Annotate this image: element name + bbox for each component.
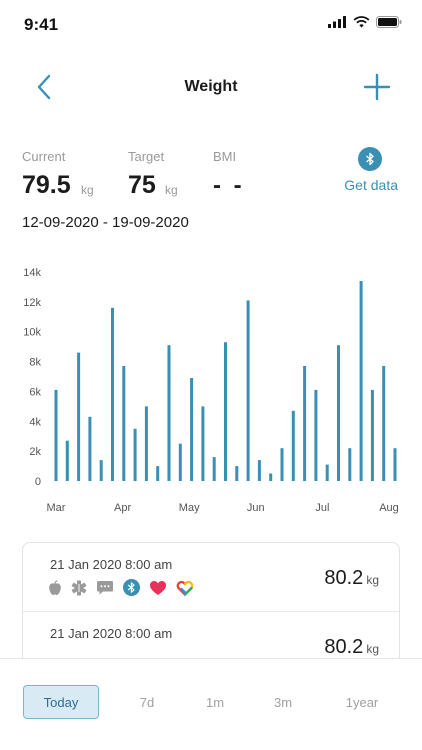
- entry-weight: 80.2 kg: [324, 636, 379, 659]
- y-tick-label: 8k: [29, 357, 41, 369]
- bmi-label: BMI: [213, 149, 237, 164]
- y-tick-label: 0: [35, 476, 41, 488]
- back-button[interactable]: [30, 72, 60, 102]
- y-tick-label: 12k: [23, 297, 41, 309]
- x-tick-label: Apr: [114, 502, 131, 514]
- chart-bar: [122, 366, 126, 481]
- status-bar: 9:41: [0, 0, 422, 48]
- chart-bar: [77, 352, 81, 481]
- tab-today[interactable]: Today: [23, 685, 99, 719]
- bluetooth-icon: [366, 152, 374, 166]
- chart-bar: [99, 460, 103, 481]
- chart-bar: [393, 448, 397, 481]
- chart-bar: [337, 345, 340, 481]
- battery-icon: [376, 16, 402, 28]
- x-tick-label: Jul: [315, 502, 329, 514]
- entry-weight: 80.2 kg: [324, 567, 379, 590]
- chart-bar: [144, 406, 148, 481]
- chart-bar: [167, 345, 171, 481]
- y-tick-label: 2k: [29, 446, 41, 458]
- x-tick-label: Jun: [247, 502, 265, 514]
- x-tick-label: Aug: [379, 502, 399, 514]
- chart-bar: [280, 448, 284, 481]
- chart-bar: [348, 448, 352, 481]
- source-icons: [48, 579, 194, 596]
- chart-bar: [111, 307, 114, 481]
- chart-bar: [291, 410, 295, 481]
- chevron-left-icon: [37, 74, 51, 100]
- chart-bar: [325, 464, 329, 481]
- list-item[interactable]: 21 Jan 2020 8:00 am: [23, 543, 399, 611]
- entry-date: 21 Jan 2020 8:00 am: [50, 557, 173, 572]
- x-tick-label: May: [179, 502, 200, 514]
- y-tick-label: 4k: [29, 416, 41, 428]
- chart-bar: [257, 460, 261, 481]
- status-time: 9:41: [24, 15, 59, 34]
- current-value: 79.5: [22, 171, 71, 199]
- chart-bar: [314, 389, 318, 481]
- tab-1m[interactable]: 1m: [205, 694, 225, 710]
- target-unit: kg: [165, 183, 178, 197]
- plus-icon: [363, 73, 391, 101]
- chart-bar: [382, 366, 386, 481]
- y-tick-label: 6k: [29, 386, 41, 398]
- y-tick-label: 14k: [23, 267, 41, 279]
- chart-bar: [235, 466, 239, 481]
- medical-star-icon: [71, 580, 87, 595]
- date-range[interactable]: 12-09-2020 - 19-09-2020: [22, 214, 189, 231]
- system-icons: [328, 16, 402, 28]
- chart-bar: [88, 416, 92, 481]
- chart-bar: [190, 378, 194, 481]
- entry-weight-value: 80.2: [324, 567, 364, 589]
- cellular-signal-icon: [328, 16, 346, 28]
- nav-bar: Weight: [0, 62, 422, 112]
- add-entry-button[interactable]: [362, 72, 392, 102]
- google-fit-heart-icon: [176, 580, 194, 596]
- chart-bar: [201, 406, 205, 481]
- target-value: 75: [128, 171, 156, 199]
- current-unit: kg: [81, 183, 94, 197]
- entry-weight-unit: kg: [366, 642, 379, 656]
- y-tick-label: 10k: [23, 327, 41, 339]
- entry-weight-value: 80.2: [324, 636, 364, 658]
- list-item[interactable]: 21 Jan 2020 8:00 am 80.2 kg: [23, 611, 399, 679]
- heart-icon: [150, 580, 166, 595]
- chart-bar: [303, 366, 307, 481]
- bluetooth-sync-button[interactable]: [358, 147, 382, 171]
- bluetooth-icon: [123, 579, 140, 596]
- chart-bar: [246, 300, 250, 481]
- chart-bar: [212, 457, 216, 481]
- entry-date: 21 Jan 2020 8:00 am: [50, 626, 173, 641]
- chart-bar: [269, 473, 273, 481]
- chart-bar: [224, 342, 227, 481]
- apple-icon: [49, 579, 61, 595]
- chart-bar: [178, 443, 182, 481]
- entry-list: 21 Jan 2020 8:00 am: [22, 542, 400, 722]
- weight-bar-chart: 0 2k 4k 6k 8k 10k 12k 14k Mar Apr May Jun Jul Aug: [23, 267, 399, 514]
- chart-bar: [54, 389, 58, 481]
- x-tick-label: Mar: [47, 502, 66, 514]
- chart-bar: [133, 428, 137, 482]
- period-tab-bar: Today 7d 1m 3m 1year: [0, 658, 422, 750]
- get-data-link[interactable]: Get data: [344, 177, 398, 193]
- chart-bar: [370, 389, 374, 481]
- chart-bar: [65, 440, 69, 481]
- entry-weight-unit: kg: [366, 573, 379, 587]
- tab-3m[interactable]: 3m: [273, 694, 293, 710]
- wifi-icon: [353, 16, 370, 28]
- chart-bar: [359, 281, 363, 481]
- page-title: Weight: [184, 78, 238, 95]
- current-label: Current: [22, 149, 66, 164]
- tab-7d[interactable]: 7d: [139, 694, 155, 710]
- tab-1year[interactable]: 1year: [345, 694, 379, 710]
- target-label: Target: [128, 149, 165, 164]
- chat-bubble-icon: [97, 581, 113, 595]
- chart-bar: [156, 466, 160, 481]
- bmi-value: - -: [213, 172, 245, 199]
